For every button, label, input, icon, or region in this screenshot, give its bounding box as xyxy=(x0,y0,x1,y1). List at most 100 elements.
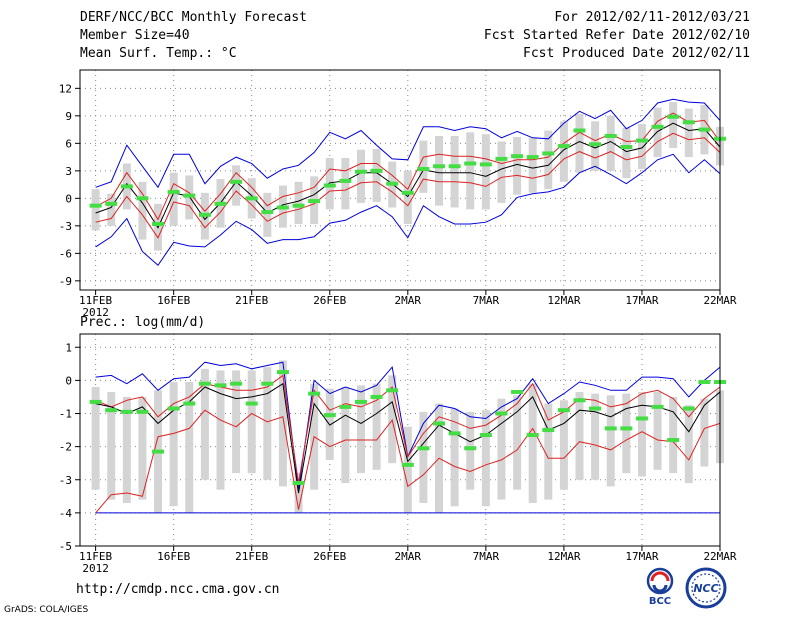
precipitation-observed-marker xyxy=(479,433,492,438)
precipitation-ytick-label: -1 xyxy=(59,408,72,421)
precipitation-observed-marker xyxy=(370,394,383,399)
temperature-ensemble-bar xyxy=(528,137,537,193)
temperature-observed-marker xyxy=(511,154,524,159)
precipitation-observed-marker xyxy=(152,449,165,454)
precipitation-xtick-label: 17MAR xyxy=(625,550,658,563)
temperature-ensemble-bar xyxy=(497,141,506,203)
precipitation-observed-marker xyxy=(511,389,524,394)
temperature-observed-marker xyxy=(230,179,243,184)
temperature-ensemble-bar xyxy=(606,115,615,171)
precipitation-observed-marker xyxy=(698,380,711,385)
precipitation-ensemble-bar xyxy=(419,411,428,503)
temperature-ensemble-bar xyxy=(403,170,412,224)
temperature-ensemble-bar xyxy=(544,130,553,190)
temperature-observed-marker xyxy=(261,210,274,215)
member-size-label: Member Size=40 xyxy=(80,28,190,43)
temperature-observed-marker xyxy=(667,114,680,119)
precipitation-ensemble-bar xyxy=(684,405,693,484)
precipitation-ytick-label: -2 xyxy=(59,441,72,454)
temperature-observed-marker xyxy=(526,155,539,160)
precipitation-observed-marker xyxy=(667,438,680,442)
precipitation-observed-marker xyxy=(323,413,336,418)
precipitation-ensemble-bar xyxy=(341,387,350,484)
temperature-observed-marker xyxy=(120,184,133,189)
temperature-ensemble-bar xyxy=(481,134,490,210)
precipitation-xtick-label: 16FEB xyxy=(157,550,190,563)
temperature-observed-marker xyxy=(433,164,446,169)
temperature-observed-marker xyxy=(651,124,664,129)
precipitation-observed-marker xyxy=(448,431,461,436)
temperature-observed-marker xyxy=(386,181,399,186)
temperature-xtick-label: 22MAR xyxy=(703,294,736,307)
ncc-logo: NCC xyxy=(685,567,727,609)
precipitation-ensemble-bar xyxy=(559,400,568,490)
temperature-observed-marker xyxy=(495,156,508,161)
temperature-max-line xyxy=(95,98,721,189)
precipitation-ensemble-bar xyxy=(356,385,365,474)
temperature-observed-marker xyxy=(682,120,695,125)
precipitation-observed-marker xyxy=(433,421,446,426)
precipitation-ensemble-bar xyxy=(450,408,459,507)
temperature-ensemble-bar xyxy=(575,114,584,173)
precipitation-ensemble-bar xyxy=(372,383,381,470)
temperature-observed-marker xyxy=(105,201,118,206)
precipitation-observed-marker xyxy=(401,462,414,467)
precipitation-ensemble-bar xyxy=(247,370,256,474)
precipitation-observed-marker xyxy=(276,370,289,375)
precipitation-observed-marker xyxy=(386,388,399,393)
precipitation-ensemble-bar xyxy=(637,391,646,477)
source-url[interactable]: http://cmdp.ncc.cma.gov.cn xyxy=(76,582,280,597)
forecast-produced-date: Fcst Produced Date 2012/02/11 xyxy=(523,46,750,61)
temperature-min-line xyxy=(95,153,721,267)
temperature-ensemble-bar xyxy=(263,192,272,237)
temperature-observed-marker xyxy=(635,138,648,143)
precipitation-observed-marker xyxy=(105,408,118,413)
precipitation-panel-title: Prec.: log(mm/d) xyxy=(80,315,205,330)
temperature-ensemble-bar xyxy=(637,124,646,169)
precipitation-ensemble-bar xyxy=(622,393,631,474)
precipitation-ensemble-bar xyxy=(513,395,522,490)
temperature-ensemble-bar xyxy=(232,165,241,206)
precipitation-ytick-label: -3 xyxy=(59,474,72,487)
precipitation-observed-marker xyxy=(214,383,227,388)
temperature-observed-marker xyxy=(183,193,196,198)
precipitation-ensemble-bar xyxy=(122,396,131,503)
temperature-ytick-label: 12 xyxy=(59,82,72,95)
temperature-ensemble-bar xyxy=(372,148,381,202)
temperature-xtick-label: 21FEB xyxy=(235,294,268,307)
temperature-ytick-label: 3 xyxy=(65,165,72,178)
temperature-observed-marker xyxy=(292,203,305,208)
precipitation-ensemble-bar xyxy=(653,391,662,470)
precipitation-ensemble-bar xyxy=(544,403,553,500)
precipitation-ensemble-bar xyxy=(107,391,116,500)
precipitation-observed-marker xyxy=(573,398,586,403)
precipitation-observed-marker xyxy=(198,381,211,386)
temperature-plot-frame xyxy=(79,69,721,291)
temperature-ensemble-bar xyxy=(450,136,459,208)
forecast-period: For 2012/02/11-2012/03/21 xyxy=(554,10,750,25)
precipitation-observed-marker xyxy=(167,406,180,411)
precipitation-observed-marker xyxy=(682,406,695,411)
temperature-observed-marker xyxy=(401,190,414,195)
precipitation-observed-marker xyxy=(230,381,243,386)
precipitation-spread-upper-line xyxy=(95,374,721,484)
temperature-ensemble-bar xyxy=(169,172,178,226)
precipitation-ensemble-bar xyxy=(497,398,506,500)
precipitation-mean-line xyxy=(95,382,721,494)
temperature-observed-marker xyxy=(214,201,227,206)
precipitation-ensemble-bar xyxy=(700,398,709,467)
precipitation-observed-marker xyxy=(589,406,602,411)
precipitation-observed-marker xyxy=(495,411,508,416)
precipitation-ensemble-bar xyxy=(263,367,272,480)
precipitation-ensemble-bar xyxy=(91,387,100,490)
temperature-observed-marker xyxy=(276,205,289,210)
precipitation-ensemble-bar xyxy=(216,370,225,490)
temperature-ytick-label: -3 xyxy=(59,220,72,233)
precipitation-ensemble-bar xyxy=(591,393,600,480)
grads-credit: GrADS: COLA/IGES xyxy=(4,605,89,615)
precipitation-ensemble-bar xyxy=(200,368,209,480)
temperature-observed-marker xyxy=(589,142,602,147)
temperature-ytick-label: -9 xyxy=(59,275,72,288)
temperature-xtick-label: 26FEB xyxy=(313,294,346,307)
